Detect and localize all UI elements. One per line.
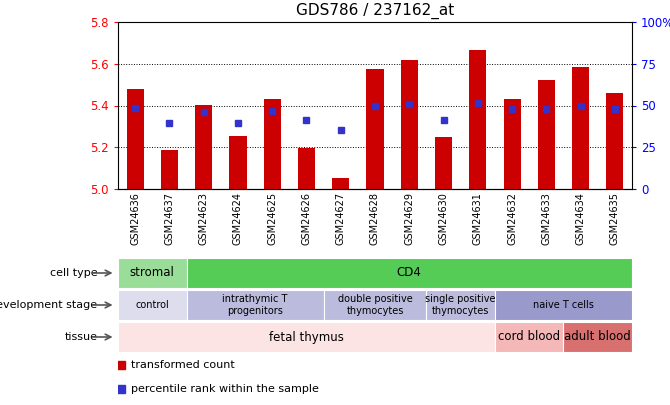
Text: transformed count: transformed count (131, 360, 234, 370)
Bar (118, 290, 186, 320)
Bar (469, 50, 486, 189)
Bar (332, 177, 349, 189)
Title: GDS786 / 237162_at: GDS786 / 237162_at (296, 3, 454, 19)
Text: CD4: CD4 (397, 266, 421, 279)
Bar (606, 93, 623, 189)
Bar (298, 148, 315, 189)
Text: single positive
thymocytes: single positive thymocytes (425, 294, 496, 316)
Text: adult blood: adult blood (564, 330, 631, 343)
Text: intrathymic T
progenitors: intrathymic T progenitors (222, 294, 287, 316)
Bar (495, 322, 563, 352)
Text: fetal thymus: fetal thymus (269, 330, 344, 343)
Bar (195, 105, 212, 189)
Bar (366, 69, 383, 189)
Bar (186, 258, 632, 288)
Bar (401, 60, 418, 189)
Bar (435, 137, 452, 189)
Text: control: control (135, 300, 169, 310)
Text: naive T cells: naive T cells (533, 300, 594, 310)
Bar (161, 150, 178, 189)
Bar (118, 258, 186, 288)
Text: double positive
thymocytes: double positive thymocytes (338, 294, 412, 316)
Text: percentile rank within the sample: percentile rank within the sample (131, 384, 319, 394)
Bar (538, 81, 555, 189)
Text: stromal: stromal (130, 266, 175, 279)
Bar (426, 290, 495, 320)
Bar (263, 99, 281, 189)
Bar (127, 89, 143, 189)
Text: cord blood: cord blood (498, 330, 560, 343)
Text: development stage: development stage (0, 300, 97, 310)
Bar (495, 290, 632, 320)
Text: cell type: cell type (50, 268, 97, 278)
Bar (229, 136, 247, 189)
Bar (572, 67, 589, 189)
Bar (563, 322, 632, 352)
Bar (503, 99, 521, 189)
Bar (324, 290, 426, 320)
Bar (118, 322, 495, 352)
Text: tissue: tissue (64, 332, 97, 342)
Bar (186, 290, 324, 320)
